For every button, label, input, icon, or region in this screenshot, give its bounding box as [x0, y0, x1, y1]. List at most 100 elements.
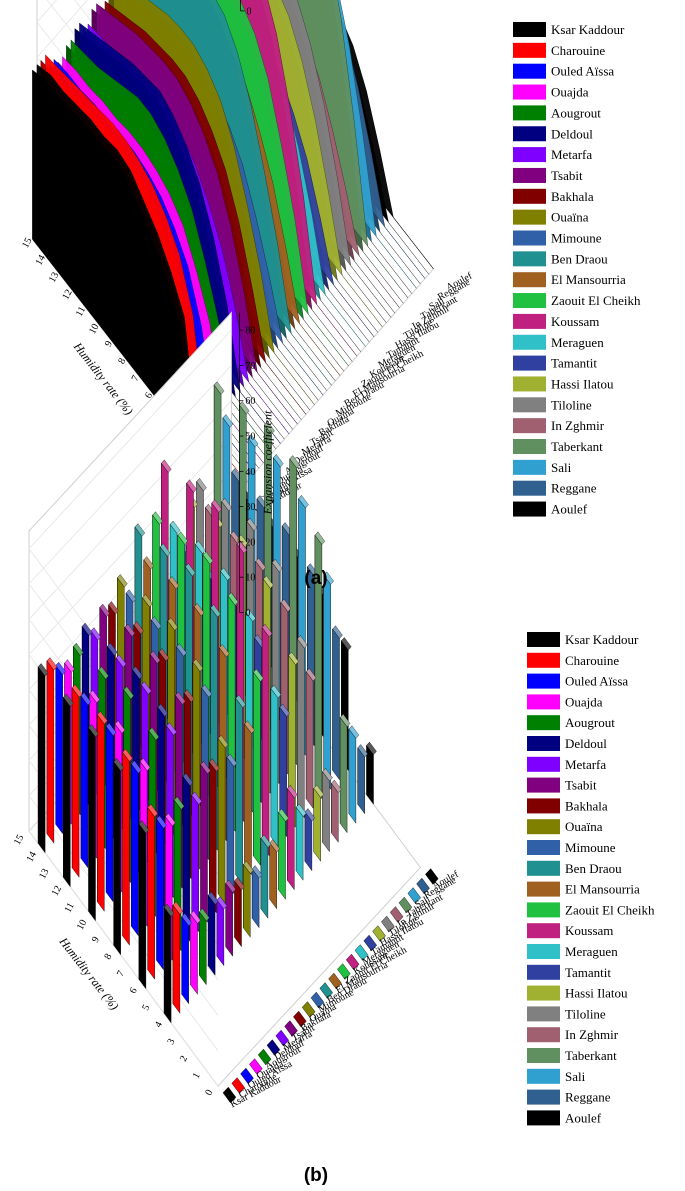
floor-swatch	[381, 915, 395, 933]
bar-front	[156, 818, 164, 971]
legend-swatch	[513, 42, 546, 58]
z-tick-label: 0	[245, 608, 250, 619]
legend-label: In Zghmir	[551, 418, 605, 433]
x-tick-label: 3	[165, 1037, 177, 1047]
x-tick-label: 1	[191, 1071, 203, 1081]
bar-front	[331, 782, 339, 843]
floor-swatch	[354, 944, 369, 961]
legend-swatch	[527, 902, 560, 918]
legend-label: Koussam	[551, 314, 599, 329]
legend-swatch	[513, 251, 546, 267]
bar-front	[339, 716, 348, 834]
legend-label: Ouled Aïssa	[565, 674, 628, 689]
x-tick-label: 7	[115, 969, 127, 979]
legend-swatch	[527, 736, 560, 751]
legend-label: Taberkant	[551, 439, 603, 454]
bar-front	[261, 626, 270, 857]
bar-front	[251, 868, 260, 929]
bar-front	[225, 882, 233, 957]
bar-front	[323, 574, 331, 790]
legend-label: Sali	[551, 460, 572, 475]
legend-label: Tiloline	[565, 1006, 606, 1021]
legend-label: El Mansourria	[551, 272, 626, 287]
bar-front	[163, 906, 172, 1024]
floor-swatch	[301, 1001, 316, 1018]
x-tick-label: 10	[87, 322, 101, 336]
legend-label: Meraguen	[565, 944, 618, 959]
floor-swatch	[407, 887, 421, 904]
bar-front	[97, 714, 105, 912]
legend-swatch	[527, 1027, 560, 1043]
x-tick-label: 8	[116, 356, 128, 366]
legend-label: Ouled Aïssa	[551, 64, 614, 79]
legend-swatch	[513, 397, 546, 413]
bar-front	[131, 763, 139, 937]
floor-swatch	[425, 868, 439, 885]
z-tick-label: 70	[245, 361, 255, 372]
bar-front	[260, 837, 269, 919]
legend-label: Meraguen	[551, 335, 604, 350]
x-tick-label: 15	[12, 833, 26, 847]
bar-front	[190, 913, 198, 995]
legend-label: Reggane	[551, 481, 597, 496]
bar-front	[366, 744, 374, 805]
floor-swatch	[328, 972, 342, 990]
legend-label: Charouine	[565, 653, 619, 668]
z-axis-title: Expansion coefficient	[260, 410, 274, 515]
x-tick-label: 9	[90, 935, 102, 945]
bar-front	[199, 911, 207, 986]
x-tick-label: 11	[63, 901, 77, 915]
bar-front	[147, 806, 155, 980]
legend-label: Ouajda	[551, 85, 589, 100]
floor-swatch	[266, 1039, 281, 1056]
legend-swatch	[527, 819, 560, 835]
legend-swatch	[513, 188, 546, 204]
x-tick-label: 12	[50, 884, 64, 898]
legend-swatch	[527, 923, 560, 939]
legend-label: Zaouit El Cheikh	[551, 293, 641, 308]
bar-front	[313, 787, 321, 862]
bar-front	[234, 880, 242, 948]
series-2	[55, 661, 254, 1085]
x-tick-label: 14	[25, 850, 39, 864]
legend-swatch	[527, 1068, 560, 1084]
x-tick-label: 6	[128, 986, 140, 996]
data-layer	[37, 381, 439, 1104]
floor-swatch	[231, 1077, 245, 1094]
z-tick-label: 30	[245, 502, 255, 513]
legend-label: Reggane	[565, 1090, 611, 1105]
legend-swatch	[527, 881, 560, 897]
legend-swatch	[527, 715, 560, 731]
legend-label: Deldoul	[565, 736, 607, 751]
panel-b-label: (b)	[304, 1165, 328, 1186]
floor-swatch	[249, 1058, 263, 1075]
floor-swatch	[257, 1048, 272, 1066]
bar-front	[46, 660, 55, 844]
bar-front	[55, 664, 63, 835]
bar-front	[191, 794, 199, 933]
legend-swatch	[527, 798, 560, 814]
bar-front	[332, 628, 340, 781]
legend-swatch	[513, 293, 546, 309]
legend-swatch	[527, 985, 560, 1001]
legend-swatch	[527, 1048, 560, 1063]
legend-swatch	[513, 230, 546, 246]
legend-label: Ouajda	[565, 694, 603, 709]
bar-front	[235, 697, 243, 885]
legend-label: Aoulef	[565, 1110, 602, 1125]
x-tick-label: 10	[75, 918, 89, 932]
legend-label: Bakhala	[551, 189, 594, 204]
legend-label: Deldoul	[551, 126, 593, 141]
bar-front	[297, 638, 305, 819]
floor-swatch	[319, 982, 333, 999]
bar-front	[322, 771, 330, 853]
series-1	[46, 657, 245, 1094]
bar-front	[105, 725, 114, 903]
legend-swatch	[527, 756, 560, 772]
legend-label: El Mansourria	[565, 882, 640, 897]
legend-label: Aoulef	[551, 502, 588, 517]
legend-swatch	[527, 860, 560, 876]
